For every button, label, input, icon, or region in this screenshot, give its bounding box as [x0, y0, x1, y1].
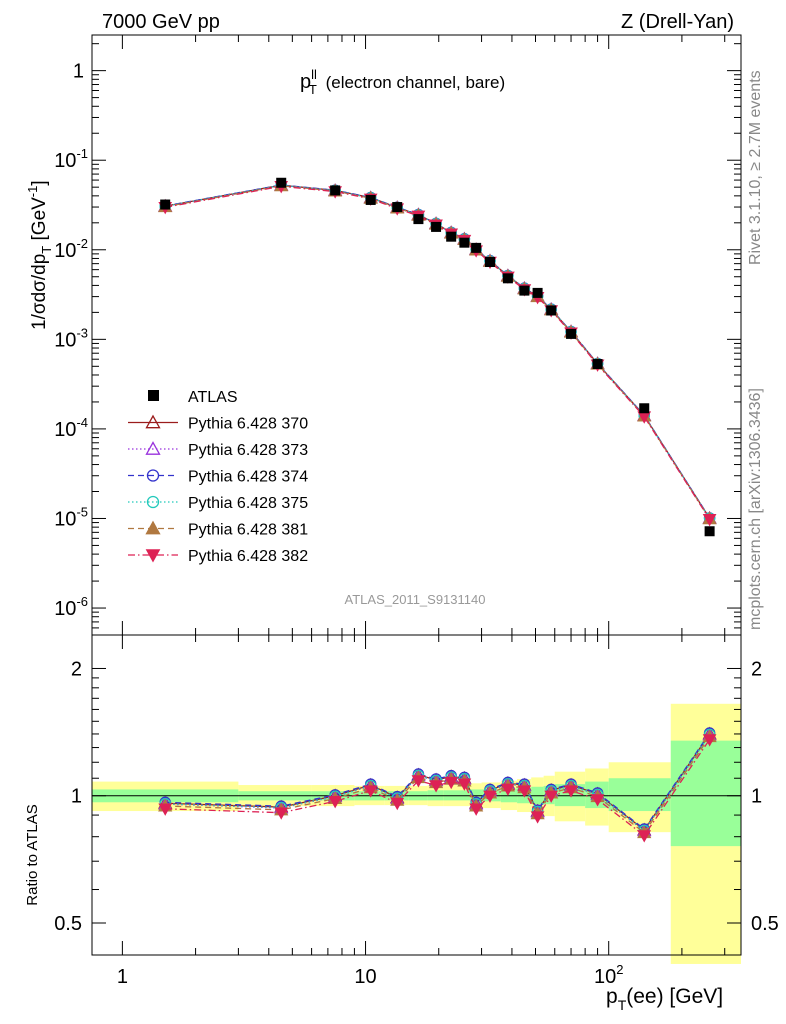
atlas-data-points: [160, 177, 715, 537]
series-marker: [530, 811, 545, 824]
atlas-data-point: [546, 305, 557, 316]
legend-label: Pythia 6.428 373: [188, 442, 308, 459]
legend-label: Pythia 6.428 382: [188, 548, 308, 565]
ratio-y-tick-label: 0.5: [54, 913, 82, 935]
atlas-data-point: [459, 237, 470, 248]
y-tick-label: 10-5: [54, 504, 88, 530]
series-marker: [444, 776, 459, 790]
atlas-data-point: [592, 359, 603, 370]
legend-label-atlas: ATLAS: [188, 389, 238, 406]
y-tick-label: 1: [73, 61, 84, 83]
main-frame: [91, 34, 742, 636]
atlas-data-point: [330, 185, 341, 196]
series-marker: [274, 807, 289, 820]
series-marker: [145, 441, 161, 455]
atlas-data-point: [502, 273, 513, 284]
series-marker: [429, 780, 443, 793]
analysis-watermark: ATLAS_2011_S9131140: [345, 592, 486, 607]
series-marker: [363, 785, 378, 798]
main-y-tick-labels: 1 10-1 10-2 10-3 10-4 10-5 10-6: [54, 61, 88, 620]
x-tick-labels: 1 10 102: [117, 962, 624, 988]
title-p: p: [300, 71, 311, 93]
atlas-data-point: [392, 202, 403, 213]
atlas-data-point: [704, 526, 715, 537]
atlas-data-point: [446, 231, 457, 242]
stat-uncertainty-band: [670, 740, 741, 847]
title-sub: T: [309, 82, 317, 97]
process-label: Z (Drell-Yan): [621, 11, 734, 33]
main-panel: [91, 34, 742, 636]
main-title: pll T (electron channel, bare): [300, 67, 505, 97]
y-tick-label: 10-4: [54, 415, 88, 441]
y-tick-label: 10-3: [54, 325, 88, 351]
legend-label: Pythia 6.428 374: [188, 469, 308, 486]
series-marker: [702, 514, 717, 527]
x-axis-label: pT(ee) [GeV]: [606, 985, 723, 1013]
atlas-data-point: [160, 199, 171, 210]
atlas-data-point: [519, 285, 530, 296]
rivet-label: Rivet 3.1.10, ≥ 2.7M events: [747, 70, 764, 265]
atlas-data-point: [365, 194, 376, 205]
ratio-y-tick-labels: 2 2 1 1 0.5 0.5: [54, 658, 779, 935]
atlas-data-point: [413, 214, 424, 225]
ratio-axis-ticks: [92, 635, 741, 955]
atlas-data-point: [471, 242, 482, 253]
series-marker: [158, 803, 173, 816]
ratio-y-tick-label: 1: [71, 786, 82, 808]
series-marker: [145, 414, 161, 429]
ratio-y-tick-label-right: 1: [751, 786, 762, 808]
legend-label: Pythia 6.428 375: [188, 495, 308, 512]
atlas-data-point: [566, 328, 577, 339]
mcplots-label: mcplots.cern.ch [arXiv:1306.3436]: [747, 388, 764, 630]
series-marker: [411, 775, 426, 788]
y-tick-label: 10-2: [54, 236, 88, 262]
series-marker: [564, 785, 578, 798]
ratio-y-tick-label-right: 0.5: [751, 913, 779, 935]
series-marker: [483, 790, 497, 803]
atlas-data-point: [639, 403, 650, 414]
main-y-label: 1/σdσ/dpT [GeV-1]: [25, 180, 54, 330]
atlas-data-point: [485, 257, 496, 268]
title-rest: (electron channel, bare): [321, 73, 505, 92]
legend-marker-atlas: [148, 390, 159, 401]
series-marker: [702, 734, 717, 747]
legend: ATLAS Pythia 6.428 370 Pythia 6.428 373 Pyt…: [128, 389, 308, 565]
series-marker: [590, 794, 605, 807]
series-marker: [469, 803, 483, 816]
series-marker: [501, 783, 515, 796]
series-marker: [390, 797, 405, 811]
y-tick-label: 10-6: [54, 594, 88, 620]
series-marker: [145, 549, 161, 563]
atlas-data-point: [532, 287, 543, 298]
x-tick-label: 10: [354, 966, 376, 988]
series-marker: [145, 520, 161, 535]
series-marker: [544, 790, 559, 803]
ratio-frame: [91, 634, 742, 956]
ratio-y-tick-label-right: 2: [751, 658, 762, 680]
x-tick-label: 1: [117, 966, 128, 988]
atlas-data-point: [276, 177, 287, 188]
main-axis-ticks: [92, 35, 741, 636]
legend-label: Pythia 6.428 370: [188, 416, 308, 433]
energy-label: 7000 GeV pp: [102, 11, 220, 33]
series-marker: [328, 796, 343, 809]
y-tick-label: 10-1: [54, 146, 88, 172]
x-tick-label: 102: [594, 962, 623, 988]
ratio-y-tick-label: 2: [71, 658, 82, 680]
series-marker: [517, 785, 532, 798]
series-marker: [146, 469, 160, 482]
title-sup: ll: [311, 67, 317, 82]
series-marker: [146, 495, 160, 509]
atlas-data-point: [431, 221, 442, 232]
legend-label: Pythia 6.428 381: [188, 522, 308, 539]
series-marker: [637, 830, 652, 843]
ratio-series-group: [158, 726, 717, 843]
series-marker: [457, 778, 472, 791]
ratio-panel: [91, 634, 742, 956]
ratio-y-label: Ratio to ATLAS: [24, 804, 41, 905]
